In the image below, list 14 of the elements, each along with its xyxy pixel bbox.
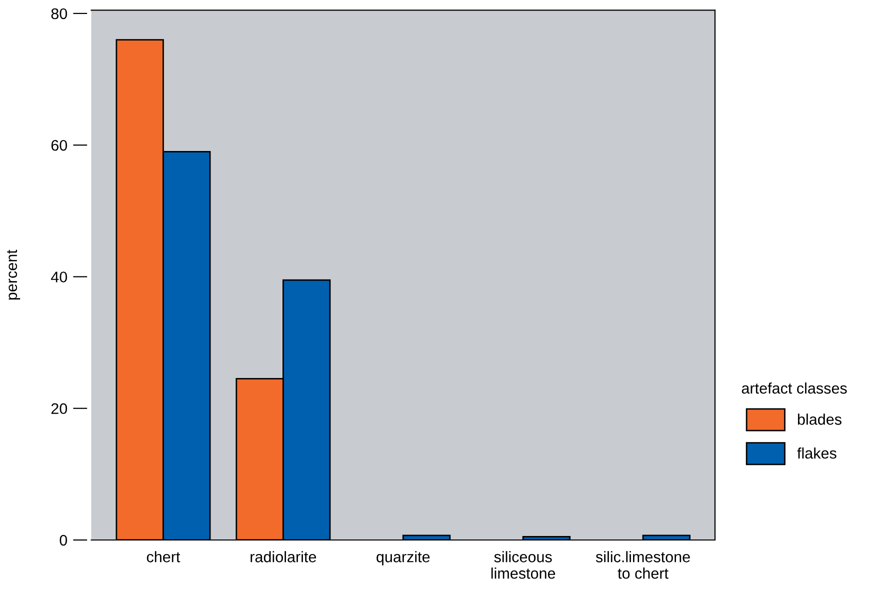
y-tick-label: 60	[51, 140, 68, 151]
y-tick-label: 40	[51, 272, 68, 282]
x-tick-label: quarzite	[376, 551, 430, 566]
x-tick-label: silic.limestone to chert	[596, 551, 690, 579]
legend-label: flakes	[797, 447, 836, 459]
x-tick-label: siliceous limestone	[491, 551, 556, 579]
legend-title: artefact classes	[742, 382, 847, 394]
x-tick-label: radiolarite	[250, 551, 316, 562]
y-axis-title: percent	[7, 250, 20, 300]
y-tick-label: 20	[51, 403, 68, 414]
y-tick-label: 0	[60, 534, 68, 546]
legend-label: blades	[798, 414, 842, 425]
x-tick-label: chert	[146, 551, 180, 562]
y-tick-label: 80	[51, 8, 68, 20]
